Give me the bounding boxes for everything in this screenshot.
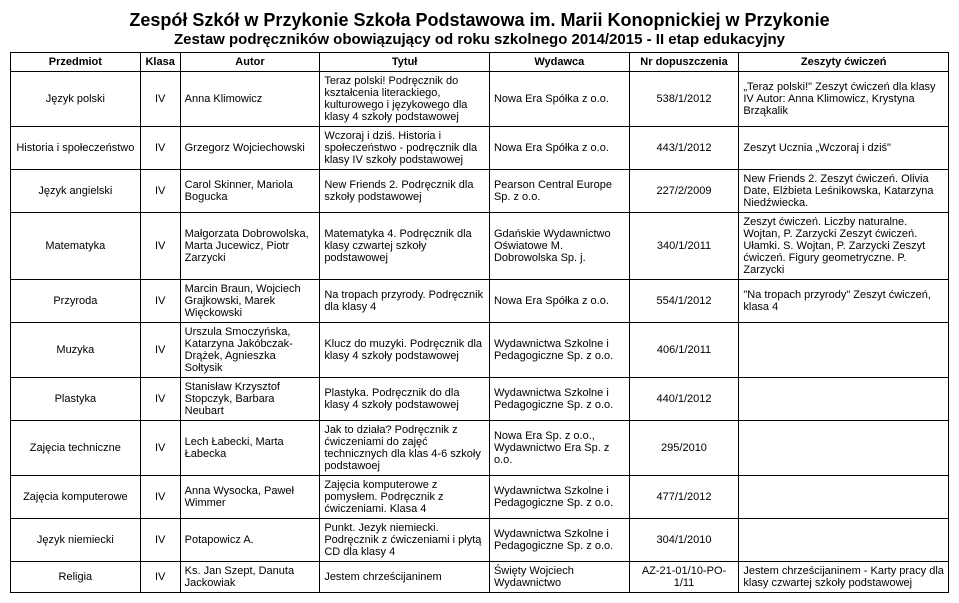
cell-przedmiot: Zajęcia komputerowe [11, 476, 141, 519]
table-row: Zajęcia komputeroweIVAnna Wysocka, Paweł… [11, 476, 949, 519]
cell-przedmiot: Matematyka [11, 213, 141, 280]
cell-autor: Anna Klimowicz [180, 72, 320, 127]
header-autor: Autor [180, 53, 320, 72]
cell-tytul: Matematyka 4. Podręcznik dla klasy czwar… [320, 213, 490, 280]
cell-zeszyty [739, 323, 949, 378]
cell-tytul: Wczoraj i dziś. Historia i społeczeństwo… [320, 127, 490, 170]
cell-przedmiot: Język angielski [11, 170, 141, 213]
table-row: MatematykaIVMałgorzata Dobrowolska, Mart… [11, 213, 949, 280]
cell-wydawca: Wydawnictwa Szkolne i Pedagogiczne Sp. z… [489, 519, 629, 562]
cell-nr: 406/1/2011 [629, 323, 739, 378]
cell-nr: 443/1/2012 [629, 127, 739, 170]
cell-tytul: New Friends 2. Podręcznik dla szkoły pod… [320, 170, 490, 213]
table-row: Historia i społeczeństwoIVGrzegorz Wojci… [11, 127, 949, 170]
cell-tytul: Jak to działa? Podręcznik z ćwiczeniami … [320, 421, 490, 476]
cell-autor: Ks. Jan Szept, Danuta Jackowiak [180, 562, 320, 593]
cell-tytul: Na tropach przyrody. Podręcznik dla klas… [320, 280, 490, 323]
cell-zeszyty [739, 476, 949, 519]
cell-zeszyty: Zeszyt Ucznia „Wczoraj i dziś" [739, 127, 949, 170]
cell-nr: 304/1/2010 [629, 519, 739, 562]
cell-tytul: Plastyka. Podręcznik do dla klasy 4 szko… [320, 378, 490, 421]
cell-przedmiot: Zajęcia techniczne [11, 421, 141, 476]
cell-wydawca: Wydawnictwa Szkolne i Pedagogiczne Sp. z… [489, 323, 629, 378]
cell-wydawca: Nowa Era Spółka z o.o. [489, 280, 629, 323]
cell-wydawca: Nowa Era Sp. z o.o., Wydawnictwo Era Sp.… [489, 421, 629, 476]
cell-wydawca: Gdańskie Wydawnictwo Oświatowe M. Dobrow… [489, 213, 629, 280]
cell-klasa: IV [140, 170, 180, 213]
table-row: ReligiaIVKs. Jan Szept, Danuta Jackowiak… [11, 562, 949, 593]
header-zeszyty: Zeszyty ćwiczeń [739, 53, 949, 72]
cell-zeszyty [739, 421, 949, 476]
cell-tytul: Punkt. Jezyk niemiecki. Podręcznik z ćwi… [320, 519, 490, 562]
cell-zeszyty: „Teraz polski!" Zeszyt ćwiczeń dla klasy… [739, 72, 949, 127]
cell-nr: 440/1/2012 [629, 378, 739, 421]
cell-autor: Grzegorz Wojciechowski [180, 127, 320, 170]
cell-klasa: IV [140, 280, 180, 323]
cell-nr: 227/2/2009 [629, 170, 739, 213]
cell-przedmiot: Religia [11, 562, 141, 593]
cell-nr: 340/1/2011 [629, 213, 739, 280]
cell-autor: Lech Łabecki, Marta Łabecka [180, 421, 320, 476]
cell-nr: 477/1/2012 [629, 476, 739, 519]
cell-klasa: IV [140, 421, 180, 476]
header-wydawca: Wydawca [489, 53, 629, 72]
cell-autor: Potapowicz A. [180, 519, 320, 562]
cell-zeszyty: New Friends 2. Zeszyt ćwiczeń. Olivia Da… [739, 170, 949, 213]
cell-zeszyty [739, 519, 949, 562]
cell-tytul: Klucz do muzyki. Podręcznik dla klasy 4 … [320, 323, 490, 378]
cell-przedmiot: Przyroda [11, 280, 141, 323]
cell-autor: Urszula Smoczyńska, Katarzyna Jakóbczak-… [180, 323, 320, 378]
page-subtitle: Zestaw podręczników obowiązujący od roku… [10, 31, 949, 48]
header-przedmiot: Przedmiot [11, 53, 141, 72]
textbook-table: Przedmiot Klasa Autor Tytuł Wydawca Nr d… [10, 52, 949, 593]
cell-wydawca: Święty Wojciech Wydawnictwo [489, 562, 629, 593]
cell-nr: 538/1/2012 [629, 72, 739, 127]
cell-przedmiot: Język polski [11, 72, 141, 127]
cell-przedmiot: Muzyka [11, 323, 141, 378]
table-row: Język polskiIVAnna KlimowiczTeraz polski… [11, 72, 949, 127]
cell-przedmiot: Język niemiecki [11, 519, 141, 562]
table-row: Zajęcia techniczneIVLech Łabecki, Marta … [11, 421, 949, 476]
cell-klasa: IV [140, 519, 180, 562]
cell-wydawca: Wydawnictwa Szkolne i Pedagogiczne Sp. z… [489, 476, 629, 519]
cell-nr: AZ-21-01/10-PO-1/11 [629, 562, 739, 593]
cell-klasa: IV [140, 323, 180, 378]
cell-autor: Carol Skinner, Mariola Bogucka [180, 170, 320, 213]
cell-tytul: Zajęcia komputerowe z pomysłem. Podręczn… [320, 476, 490, 519]
cell-tytul: Teraz polski! Podręcznik do kształcenia … [320, 72, 490, 127]
cell-tytul: Jestem chrześcijaninem [320, 562, 490, 593]
cell-zeszyty: Zeszyt ćwiczeń. Liczby naturalne. Wojtan… [739, 213, 949, 280]
cell-klasa: IV [140, 127, 180, 170]
cell-zeszyty [739, 378, 949, 421]
cell-wydawca: Nowa Era Spółka z o.o. [489, 127, 629, 170]
cell-klasa: IV [140, 213, 180, 280]
cell-przedmiot: Plastyka [11, 378, 141, 421]
cell-zeszyty: "Na tropach przyrody" Zeszyt ćwiczeń, kl… [739, 280, 949, 323]
table-header-row: Przedmiot Klasa Autor Tytuł Wydawca Nr d… [11, 53, 949, 72]
cell-autor: Małgorzata Dobrowolska, Marta Jucewicz, … [180, 213, 320, 280]
cell-wydawca: Wydawnictwa Szkolne i Pedagogiczne Sp. z… [489, 378, 629, 421]
page-title: Zespół Szkół w Przykonie Szkoła Podstawo… [10, 10, 949, 31]
table-row: MuzykaIVUrszula Smoczyńska, Katarzyna Ja… [11, 323, 949, 378]
cell-nr: 554/1/2012 [629, 280, 739, 323]
cell-autor: Stanisław Krzysztof Stopczyk, Barbara Ne… [180, 378, 320, 421]
cell-wydawca: Nowa Era Spółka z o.o. [489, 72, 629, 127]
cell-nr: 295/2010 [629, 421, 739, 476]
cell-klasa: IV [140, 378, 180, 421]
cell-wydawca: Pearson Central Europe Sp. z o.o. [489, 170, 629, 213]
table-row: PrzyrodaIVMarcin Braun, Wojciech Grajkow… [11, 280, 949, 323]
table-row: Język niemieckiIVPotapowicz A.Punkt. Jez… [11, 519, 949, 562]
cell-zeszyty: Jestem chrześcijaninem - Karty pracy dla… [739, 562, 949, 593]
cell-autor: Anna Wysocka, Paweł Wimmer [180, 476, 320, 519]
cell-przedmiot: Historia i społeczeństwo [11, 127, 141, 170]
table-row: Język angielskiIVCarol Skinner, Mariola … [11, 170, 949, 213]
table-row: PlastykaIVStanisław Krzysztof Stopczyk, … [11, 378, 949, 421]
cell-klasa: IV [140, 562, 180, 593]
header-tytul: Tytuł [320, 53, 490, 72]
cell-autor: Marcin Braun, Wojciech Grajkowski, Marek… [180, 280, 320, 323]
header-nr: Nr dopuszczenia [629, 53, 739, 72]
cell-klasa: IV [140, 72, 180, 127]
cell-klasa: IV [140, 476, 180, 519]
header-klasa: Klasa [140, 53, 180, 72]
